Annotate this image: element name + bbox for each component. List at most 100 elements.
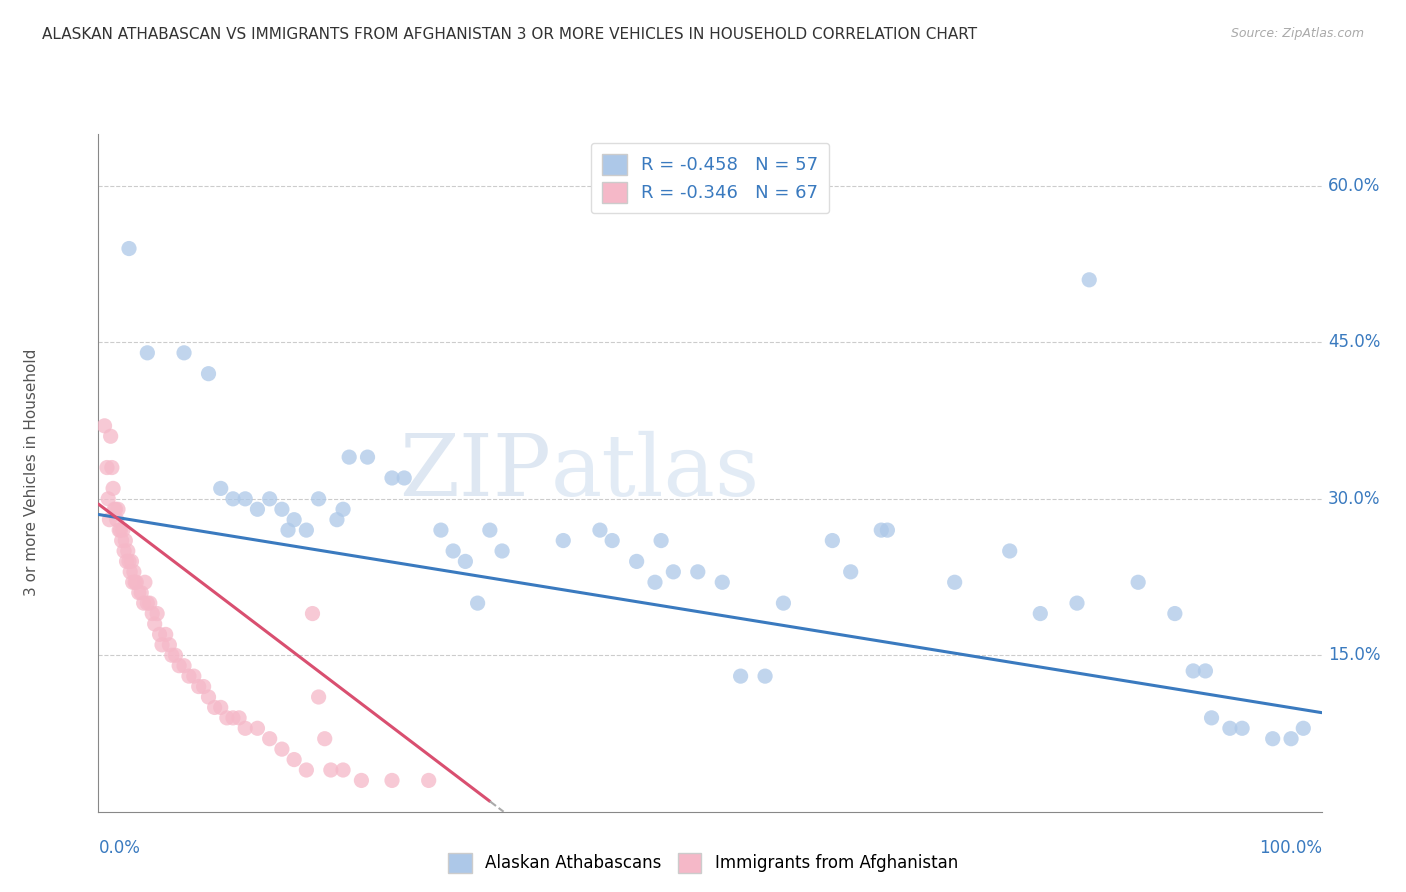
- Point: [1261, 731, 1284, 746]
- Point: [589, 523, 612, 537]
- Point: [118, 554, 141, 568]
- Point: [93, 418, 115, 433]
- Point: [754, 669, 776, 683]
- Point: [139, 596, 162, 610]
- Point: [110, 523, 132, 537]
- Point: [730, 669, 752, 683]
- Point: [177, 669, 200, 683]
- Text: 60.0%: 60.0%: [1327, 177, 1381, 195]
- Point: [105, 513, 128, 527]
- Point: [1201, 711, 1223, 725]
- Point: [686, 565, 709, 579]
- Point: [149, 627, 172, 641]
- Point: [1279, 731, 1302, 746]
- Point: [136, 346, 159, 360]
- Point: [197, 367, 219, 381]
- Point: [114, 533, 136, 548]
- Point: [215, 711, 238, 725]
- Point: [132, 596, 155, 610]
- Point: [332, 502, 354, 516]
- Text: 30.0%: 30.0%: [1327, 490, 1381, 508]
- Point: [870, 523, 893, 537]
- Point: [491, 544, 513, 558]
- Point: [821, 533, 844, 548]
- Point: [129, 585, 152, 599]
- Point: [183, 669, 205, 683]
- Point: [128, 585, 150, 599]
- Point: [222, 711, 245, 725]
- Text: ZIP: ZIP: [399, 431, 551, 515]
- Point: [233, 491, 256, 506]
- Text: 100.0%: 100.0%: [1258, 838, 1322, 857]
- Point: [193, 680, 215, 694]
- Text: Source: ZipAtlas.com: Source: ZipAtlas.com: [1230, 27, 1364, 40]
- Point: [233, 721, 256, 735]
- Point: [98, 513, 121, 527]
- Point: [118, 242, 141, 256]
- Point: [111, 533, 134, 548]
- Point: [441, 544, 464, 558]
- Point: [1164, 607, 1187, 621]
- Point: [111, 523, 134, 537]
- Point: [100, 429, 122, 443]
- Point: [600, 533, 623, 548]
- Point: [1230, 721, 1253, 735]
- Legend: Alaskan Athabascans, Immigrants from Afghanistan: Alaskan Athabascans, Immigrants from Afg…: [441, 847, 965, 880]
- Point: [467, 596, 489, 610]
- Point: [337, 450, 360, 464]
- Point: [430, 523, 453, 537]
- Point: [772, 596, 794, 610]
- Point: [150, 638, 173, 652]
- Point: [108, 523, 131, 537]
- Legend: R = -0.458   N = 57, R = -0.346   N = 67: R = -0.458 N = 57, R = -0.346 N = 67: [591, 143, 830, 213]
- Point: [173, 658, 195, 673]
- Point: [295, 763, 318, 777]
- Text: 15.0%: 15.0%: [1327, 647, 1381, 665]
- Point: [228, 711, 250, 725]
- Point: [478, 523, 501, 537]
- Point: [157, 638, 180, 652]
- Point: [301, 607, 323, 621]
- Point: [259, 491, 281, 506]
- Point: [283, 753, 305, 767]
- Point: [112, 544, 135, 558]
- Point: [115, 554, 138, 568]
- Point: [943, 575, 966, 590]
- Point: [187, 680, 209, 694]
- Point: [204, 700, 226, 714]
- Point: [644, 575, 666, 590]
- Point: [209, 482, 232, 496]
- Point: [626, 554, 648, 568]
- Point: [1292, 721, 1315, 735]
- Point: [326, 513, 349, 527]
- Text: ALASKAN ATHABASCAN VS IMMIGRANTS FROM AFGHANISTAN 3 OR MORE VEHICLES IN HOUSEHOL: ALASKAN ATHABASCAN VS IMMIGRANTS FROM AF…: [42, 27, 977, 42]
- Point: [197, 690, 219, 704]
- Point: [146, 607, 169, 621]
- Point: [246, 721, 269, 735]
- Point: [839, 565, 862, 579]
- Text: 0.0%: 0.0%: [98, 838, 141, 857]
- Point: [173, 346, 195, 360]
- Point: [122, 565, 145, 579]
- Point: [222, 491, 245, 506]
- Point: [246, 502, 269, 516]
- Point: [998, 544, 1021, 558]
- Point: [270, 502, 294, 516]
- Point: [155, 627, 177, 641]
- Point: [120, 554, 142, 568]
- Point: [381, 471, 404, 485]
- Point: [143, 617, 166, 632]
- Point: [124, 575, 146, 590]
- Point: [1182, 664, 1205, 678]
- Point: [141, 607, 163, 621]
- Point: [295, 523, 318, 537]
- Point: [314, 731, 336, 746]
- Point: [259, 731, 281, 746]
- Point: [308, 690, 330, 704]
- Point: [283, 513, 305, 527]
- Point: [165, 648, 187, 663]
- Point: [96, 460, 118, 475]
- Point: [120, 565, 142, 579]
- Point: [277, 523, 299, 537]
- Point: [121, 575, 143, 590]
